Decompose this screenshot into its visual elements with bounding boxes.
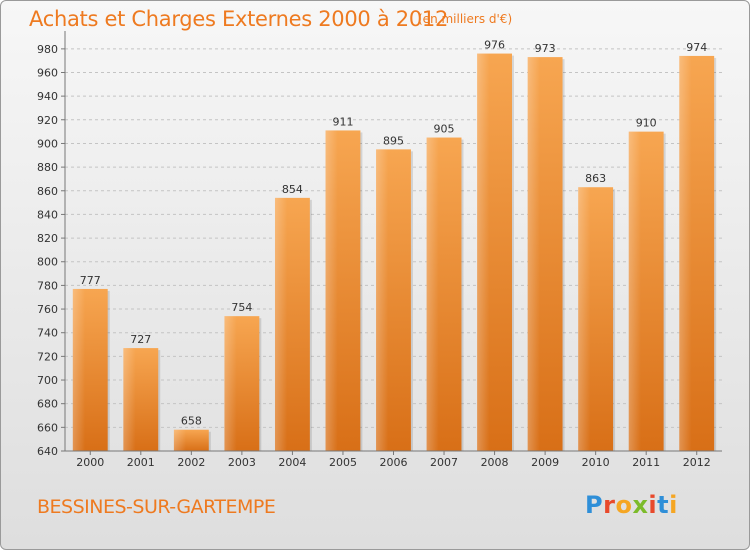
- logo-letter: P: [585, 491, 604, 519]
- logo-letter: i: [669, 491, 678, 519]
- commune-name: BESSINES-SUR-GARTEMPE: [37, 496, 276, 518]
- x-tick-label: 2009: [531, 456, 559, 469]
- y-tick-label: 960: [37, 66, 58, 79]
- x-tick-label: 2008: [481, 456, 509, 469]
- y-tick-label: 900: [37, 137, 58, 150]
- y-tick-label: 820: [37, 232, 58, 245]
- data-label: 754: [231, 301, 252, 314]
- y-tick-label: 980: [37, 43, 58, 56]
- y-axis: 640 660 680 700 720 740 760 780 800 820 840 860 880 9…: [37, 31, 66, 458]
- data-label: 976: [484, 39, 505, 52]
- bar-highlight: [376, 149, 389, 451]
- y-tick-label: 860: [37, 185, 58, 198]
- logo-letter: o: [615, 491, 633, 519]
- data-label: 973: [535, 42, 556, 55]
- y-tick-label: 660: [37, 421, 58, 434]
- bar-highlight: [578, 187, 591, 452]
- x-tick-label: 2012: [683, 456, 711, 469]
- y-tick-label: 740: [37, 327, 58, 340]
- y-tick-label: 760: [37, 303, 58, 316]
- x-tick-label: 2002: [177, 456, 205, 469]
- bars: 777 727 658 754 854 911 895 905 976 973 863 910 974: [72, 39, 717, 452]
- x-tick-label: 2007: [430, 456, 458, 469]
- x-tick-label: 2005: [329, 456, 357, 469]
- data-label: 910: [636, 117, 657, 130]
- bar-highlight: [477, 53, 490, 452]
- x-tick-label: 2011: [632, 456, 660, 469]
- chart-unit: (en milliers d'€): [418, 12, 513, 26]
- logo-letter: x: [632, 491, 649, 519]
- data-label: 863: [585, 172, 606, 185]
- data-label: 895: [383, 134, 404, 147]
- x-tick-label: 2006: [380, 456, 408, 469]
- x-tick-label: 2004: [278, 456, 306, 469]
- proxiti-logo: Proxiti: [585, 491, 678, 519]
- bar-highlight: [426, 137, 439, 452]
- x-tick-label: 2010: [582, 456, 610, 469]
- bar-highlight: [72, 288, 86, 451]
- y-tick-label: 880: [37, 161, 58, 174]
- bar-highlight: [123, 348, 136, 451]
- y-tick-label: 640: [37, 445, 58, 458]
- y-tick-label: 840: [37, 208, 58, 221]
- bar-highlight: [527, 57, 540, 451]
- data-label: 727: [130, 333, 151, 346]
- x-tick-label: 2000: [76, 456, 104, 469]
- bar-highlight: [224, 316, 237, 451]
- logo-letter: i: [648, 491, 658, 519]
- bar-highlight: [325, 130, 338, 451]
- x-axis: 2000 2001 2002 2003 2004 2005 2006 2007 2008 2009…: [65, 450, 722, 469]
- bar-highlight: [173, 429, 187, 451]
- bar-highlight: [274, 197, 288, 451]
- logo-letter: r: [603, 491, 616, 519]
- y-tick-label: 800: [37, 256, 58, 269]
- data-label: 658: [181, 415, 202, 428]
- data-label: 854: [282, 183, 303, 196]
- data-label: 905: [434, 123, 455, 136]
- data-label: 911: [332, 115, 353, 128]
- x-tick-label: 2003: [228, 456, 256, 469]
- data-label: 974: [686, 41, 707, 54]
- y-tick-label: 780: [37, 279, 58, 292]
- bar-highlight: [628, 131, 641, 451]
- y-tick-label: 680: [37, 398, 58, 411]
- bar-highlight: [679, 55, 692, 451]
- x-tick-label: 2001: [127, 456, 155, 469]
- y-tick-label: 940: [37, 90, 58, 103]
- y-tick-label: 700: [37, 374, 58, 387]
- logo-letter: t: [657, 491, 670, 519]
- data-label: 777: [80, 274, 101, 287]
- chart-title: Achats et Charges Externes 2000 à 2012: [29, 7, 449, 31]
- y-tick-label: 720: [37, 350, 58, 363]
- y-tick-label: 920: [37, 114, 58, 127]
